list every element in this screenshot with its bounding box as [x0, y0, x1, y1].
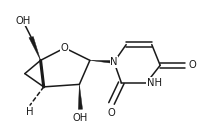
Text: O: O — [61, 43, 69, 53]
Text: OH: OH — [15, 16, 30, 26]
Polygon shape — [90, 60, 114, 63]
Text: O: O — [188, 60, 196, 70]
Text: NH: NH — [146, 78, 162, 88]
Polygon shape — [29, 37, 41, 60]
Polygon shape — [78, 84, 83, 109]
Text: O: O — [108, 108, 115, 118]
Text: OH: OH — [73, 113, 88, 123]
Text: H: H — [26, 107, 34, 117]
Text: N: N — [110, 57, 118, 67]
